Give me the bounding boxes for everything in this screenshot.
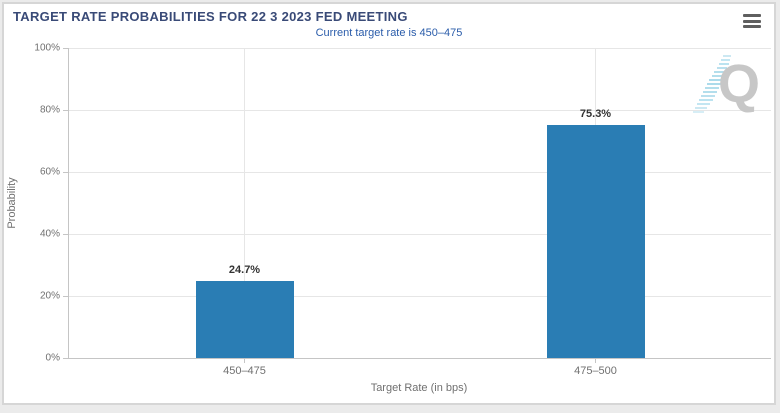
y-axis-tick-mark (63, 358, 69, 359)
chart-card: TARGET RATE PROBABILITIES FOR 22 3 2023 … (2, 2, 776, 405)
y-axis-tick-label: 60% (39, 166, 60, 178)
hamburger-icon (743, 25, 761, 28)
x-axis-tick-label: 475–500 (574, 365, 617, 377)
y-axis-tick-label: 100% (34, 42, 60, 54)
y-axis-tick-label: 80% (39, 104, 60, 116)
y-axis-tick-label: 40% (39, 228, 60, 240)
y-axis-tick-label: 20% (39, 290, 60, 302)
chart-title: TARGET RATE PROBABILITIES FOR 22 3 2023 … (13, 9, 408, 24)
bar-value-label: 75.3% (579, 107, 612, 120)
y-axis-tick-mark (63, 48, 69, 49)
probability-bar[interactable] (195, 281, 294, 358)
horizontal-gridline (69, 234, 771, 235)
bar-value-label: 24.7% (228, 264, 261, 277)
horizontal-gridline (69, 296, 771, 297)
hamburger-icon (743, 14, 761, 17)
y-axis-tick-mark (63, 172, 69, 173)
y-axis-tick-mark (63, 296, 69, 297)
horizontal-gridline (69, 172, 771, 173)
x-axis-title: Target Rate (in bps) (370, 382, 468, 394)
plot-area: 0% 20% 40% 60% 80% 100% 24.7% 450–475 75.3% 475–5… (34, 43, 771, 377)
chart-context-menu-button[interactable] (742, 13, 762, 29)
horizontal-gridline (69, 48, 771, 49)
y-axis-tick-mark (63, 110, 69, 111)
x-axis-tick-label: 450–475 (223, 365, 266, 377)
x-axis-tick-mark (244, 358, 245, 363)
y-axis-title: Probability (6, 177, 18, 229)
horizontal-gridline (69, 110, 771, 111)
y-axis-tick-mark (63, 234, 69, 235)
x-axis-tick-mark (595, 358, 596, 363)
vertical-gridline (244, 48, 245, 358)
hamburger-icon (743, 19, 761, 23)
y-axis-tick-label: 0% (45, 352, 60, 364)
chart-subtitle: Current target rate is 450–475 (315, 27, 463, 39)
probability-bar[interactable] (546, 124, 645, 358)
